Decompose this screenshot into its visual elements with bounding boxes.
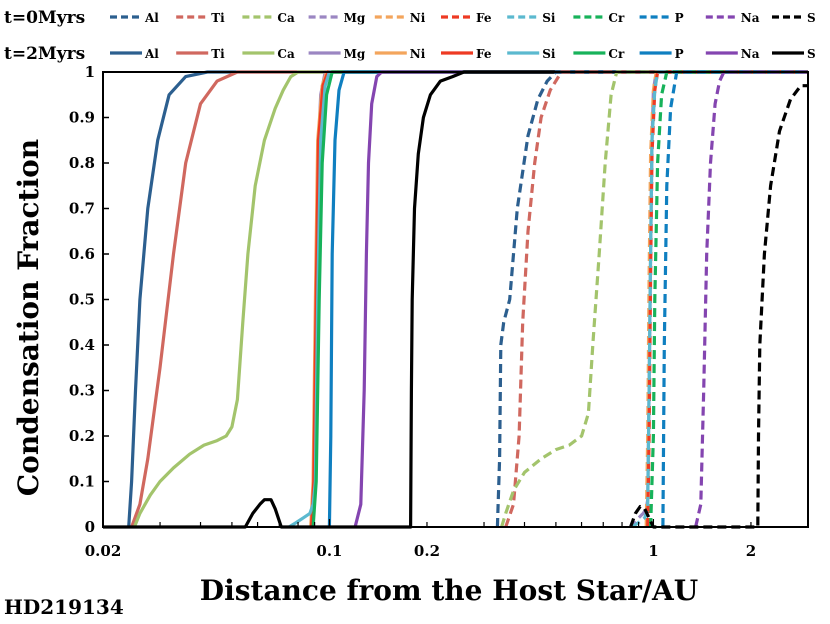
y-tick-label: 0.3 <box>69 382 95 400</box>
series-line-s-dashed <box>629 84 808 529</box>
series-line-na-solid <box>353 70 808 528</box>
y-tick-label: 0 <box>85 518 95 536</box>
series-line-p-dashed <box>661 70 808 528</box>
legend-label-ca: Ca <box>277 11 295 25</box>
y-tick-label: 0.2 <box>69 427 95 445</box>
y-tick-label: 0.7 <box>69 200 95 218</box>
y-tick-label: 1 <box>85 63 95 81</box>
legend-group-label: t=2Myrs <box>4 44 85 64</box>
series-line-s-solid <box>103 70 808 529</box>
legend-label-cr: Cr <box>608 47 625 61</box>
legend-label-si: Si <box>542 11 556 25</box>
legend-label-na: Na <box>741 47 760 61</box>
series-line-ca-dashed <box>500 70 808 528</box>
legend-group-label: t=0Myrs <box>4 8 85 28</box>
x-tick-label: 0.1 <box>316 542 342 560</box>
x-tick-label: 2 <box>746 542 756 560</box>
axes-layer: 0 0.1 0.2 0.3 0.4 0.5 0.6 0.7 0.8 0.9 1 0.02 0.1 0.2 1… <box>69 63 809 560</box>
series-line-ti-dashed <box>504 70 808 528</box>
y-tick-label: 0.8 <box>69 154 95 172</box>
legend-label-p: P <box>675 47 684 61</box>
series-line-ni-solid <box>309 70 808 528</box>
legend-label-al: Al <box>144 11 159 25</box>
legend-label-p: P <box>675 11 684 25</box>
y-tick-label: 0.6 <box>69 245 95 263</box>
legend-label-mg: Mg <box>344 47 366 61</box>
legend-label-s: S <box>807 47 816 61</box>
legend-label-s: S <box>807 11 816 25</box>
x-tick-label: 1 <box>648 542 658 560</box>
series-line-fe-solid <box>309 70 808 528</box>
x-tick-label: 0.2 <box>414 542 440 560</box>
star-name-label: HD219134 <box>4 595 124 619</box>
series-line-si-dashed <box>631 70 808 529</box>
y-tick-label: 0.5 <box>69 291 95 309</box>
x-axis-label: Distance from the Host Star/AU <box>200 574 698 607</box>
x-tick-label: 0.02 <box>85 542 122 560</box>
series-line-na-dashed <box>694 70 808 528</box>
series-line-al-solid <box>127 70 808 528</box>
legend-label-fe: Fe <box>476 11 492 25</box>
series-line-ti-solid <box>130 70 808 528</box>
series-line-cr-solid <box>311 70 808 528</box>
series-line-fe-dashed <box>646 70 808 528</box>
series-line-al-dashed <box>495 70 808 528</box>
legend-label-ti: Ti <box>211 47 225 61</box>
y-tick-label: 0.1 <box>69 473 95 491</box>
series-line-p-solid <box>327 70 808 528</box>
legend-label-ni: Ni <box>410 11 426 25</box>
legend-label-fe: Fe <box>476 47 492 61</box>
series-line-ca-solid <box>132 70 808 528</box>
legend-label-cr: Cr <box>608 11 625 25</box>
y-tick-label: 0.4 <box>69 336 95 354</box>
legend-label-mg: Mg <box>344 11 366 25</box>
series-layer <box>103 70 808 529</box>
y-axis-label: Condensation Fraction <box>12 139 45 496</box>
legend-label-na: Na <box>741 11 760 25</box>
legend-label-ni: Ni <box>410 47 426 61</box>
series-line-mg-dashed <box>629 70 808 528</box>
legend-label-ti: Ti <box>211 11 225 25</box>
legend-label-si: Si <box>542 47 556 61</box>
legend-label-ca: Ca <box>277 47 295 61</box>
legend: t=0Myrs Al Ti Ca Mg Ni Fe Si Cr P Na St=2Myrs Al Ti Ca… <box>4 8 816 64</box>
series-line-mg-solid <box>309 70 808 528</box>
legend-label-al: Al <box>144 47 159 61</box>
plot-frame <box>102 71 809 528</box>
series-line-cr-dashed <box>649 70 808 528</box>
y-tick-label: 0.9 <box>69 109 95 127</box>
